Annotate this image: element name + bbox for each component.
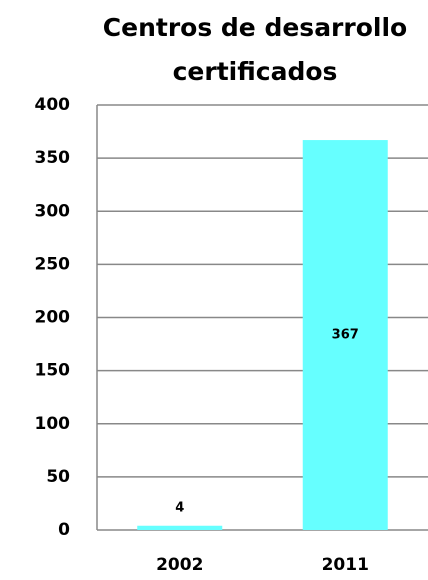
y-tick-label: 400 [35, 95, 71, 115]
chart-title: Centros de desarrollo certificados [102, 13, 408, 86]
y-tick-label: 200 [35, 308, 71, 328]
value-label: 367 [332, 328, 359, 343]
bar [137, 525, 223, 530]
x-tick-label: 2011 [322, 555, 369, 575]
y-tick-label: 100 [35, 414, 71, 434]
y-tick-label: 350 [35, 148, 71, 168]
bar [302, 140, 388, 530]
value-label: 4 [175, 500, 184, 515]
y-tick-label: 250 [35, 254, 71, 274]
y-tick-label: 0 [58, 520, 70, 540]
y-tick-label: 150 [35, 361, 71, 381]
y-tick-label: 50 [46, 467, 70, 487]
x-tick-label: 2002 [156, 555, 203, 575]
y-tick-label: 300 [35, 201, 71, 221]
